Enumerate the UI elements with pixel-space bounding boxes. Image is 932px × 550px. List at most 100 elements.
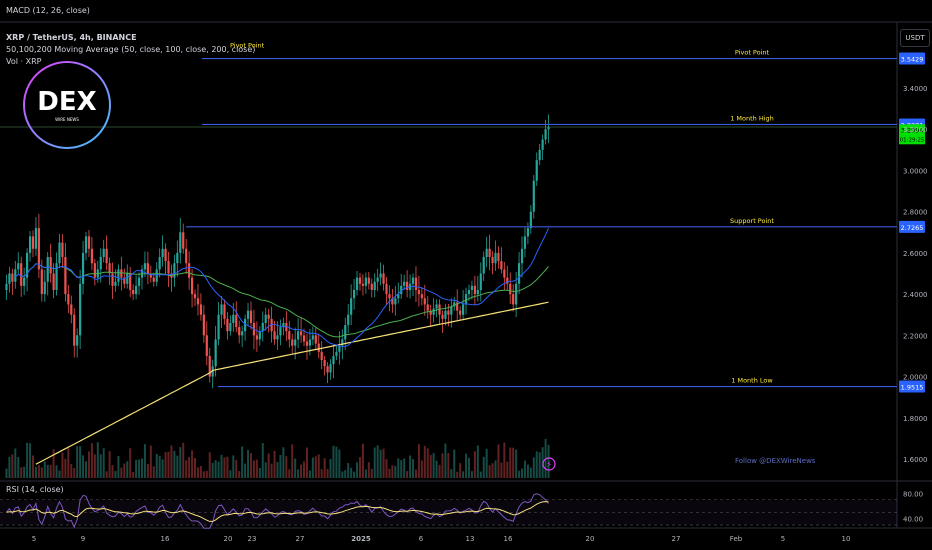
- candle-body: [235, 314, 238, 328]
- candle-body: [108, 263, 111, 274]
- current-price-value: 3.2094: [901, 126, 924, 134]
- price-tick-label: 1.8000: [903, 415, 928, 423]
- volume-bar: [167, 451, 170, 478]
- volume-bar: [235, 459, 238, 478]
- candle-body: [99, 257, 102, 270]
- candle-body: [208, 355, 211, 377]
- candle-body: [447, 310, 450, 315]
- candle-body: [517, 263, 521, 284]
- volume-bar: [515, 449, 518, 478]
- volume-bar: [214, 460, 217, 478]
- candle-body: [476, 289, 479, 295]
- candle-body: [64, 257, 67, 295]
- candle-body: [229, 322, 232, 332]
- volume-bar: [441, 453, 444, 478]
- candle-body: [305, 341, 309, 346]
- candle-body: [70, 304, 73, 315]
- volume-bar: [335, 446, 338, 478]
- currency-button[interactable]: USDT: [900, 29, 930, 47]
- volume-bar: [308, 470, 311, 478]
- candle-body: [152, 277, 155, 282]
- rsi-label[interactable]: RSI (14, close): [6, 485, 64, 494]
- volume-bar: [285, 456, 288, 478]
- candle-body: [132, 289, 135, 295]
- candle-body: [105, 248, 108, 264]
- volume-bar: [244, 463, 247, 478]
- volume-bar: [82, 455, 85, 478]
- volume-bar: [46, 464, 49, 478]
- volume-bar: [220, 454, 223, 478]
- candle-body: [541, 139, 544, 150]
- volume-bar: [64, 458, 67, 478]
- candle-body: [176, 252, 179, 264]
- candle-body: [506, 277, 509, 284]
- volume-label[interactable]: Vol · XRP: [6, 57, 42, 66]
- candle-body: [482, 257, 485, 274]
- candle-body: [117, 269, 120, 282]
- candle-body: [391, 298, 394, 305]
- volume-bar: [267, 453, 270, 478]
- volume-bar: [403, 458, 406, 478]
- volume-bar: [179, 447, 182, 478]
- moving-average-label[interactable]: 50,100,200 Moving Average (50, close, 10…: [6, 45, 256, 54]
- volume-bar: [223, 457, 226, 478]
- volume-bar: [34, 466, 37, 478]
- volume-bar: [199, 465, 202, 478]
- volume-bar: [164, 452, 167, 478]
- candle-body: [246, 310, 250, 319]
- candle-body: [317, 343, 320, 352]
- candle-body: [308, 339, 312, 346]
- volume-bar: [43, 461, 46, 478]
- candle-body: [426, 304, 429, 311]
- volume-bar: [105, 471, 108, 478]
- candle-body: [352, 289, 356, 299]
- time-tick-label: 16: [161, 535, 170, 543]
- volume-bar: [31, 455, 34, 478]
- candle-body: [329, 364, 332, 373]
- candle-body: [441, 314, 444, 319]
- time-tick-label: 9: [81, 535, 85, 543]
- volume-bar: [350, 467, 353, 478]
- rsi-ma-line: [6, 501, 549, 522]
- level-price-tag: [899, 220, 925, 233]
- candle-body: [503, 269, 506, 278]
- candle-body: [332, 355, 335, 365]
- time-tick-label: 2025: [351, 535, 371, 543]
- symbol-title: XRP / TetherUS, 4h, BINANCE: [6, 33, 137, 42]
- candle-body: [320, 351, 323, 361]
- time-tick-label: 5: [32, 535, 36, 543]
- volume-bar: [291, 444, 294, 478]
- volume-bar: [208, 452, 211, 478]
- volume-bar: [379, 449, 382, 478]
- candle-body: [155, 269, 158, 282]
- volume-bar: [238, 471, 241, 478]
- volume-bar: [252, 460, 255, 478]
- candle-body: [31, 236, 35, 249]
- candle-body: [299, 331, 303, 336]
- candle-body: [459, 310, 462, 315]
- candle-body: [479, 273, 482, 290]
- volume-bar: [465, 453, 468, 478]
- candle-body: [28, 236, 32, 253]
- candle-body: [397, 294, 400, 299]
- candle-body: [205, 335, 208, 356]
- candle-body: [202, 314, 205, 336]
- volume-bar: [323, 458, 326, 478]
- candle-body: [403, 281, 406, 286]
- level-price-value: 2.7265: [901, 224, 924, 232]
- volume-bar: [450, 469, 453, 478]
- volume-bar: [326, 469, 329, 478]
- lightning-icon[interactable]: ⚡: [542, 457, 556, 471]
- volume-bar: [49, 464, 52, 478]
- volume-bar: [17, 457, 20, 478]
- candle-body: [255, 335, 258, 340]
- candle-body: [146, 263, 149, 274]
- time-tick-label: 20: [586, 535, 595, 543]
- volume-bar: [188, 456, 191, 478]
- candle-body: [114, 281, 117, 286]
- macd-indicator-label[interactable]: MACD (12, 26, close): [6, 6, 90, 15]
- rsi-pane: [0, 493, 897, 529]
- moving-averages: [14, 228, 549, 465]
- volume-bar: [79, 446, 82, 478]
